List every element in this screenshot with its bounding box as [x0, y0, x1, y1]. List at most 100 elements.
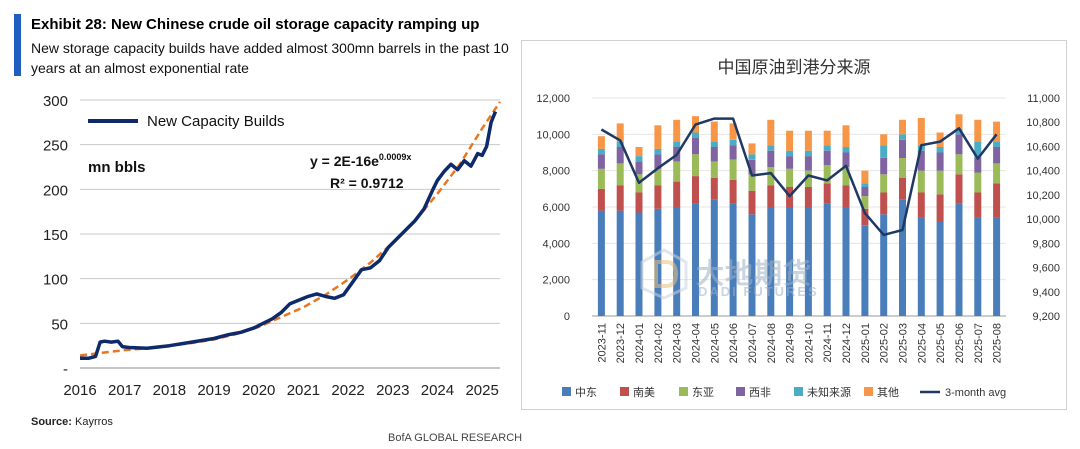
- trend-r-squared: R² = 0.9712: [330, 175, 404, 191]
- exhibit-subtitle: New storage capacity builds have added a…: [31, 40, 509, 76]
- bar-segment: [899, 139, 906, 158]
- right-x-tick-label: 2025-01: [860, 323, 872, 363]
- bar-segment: [993, 147, 1001, 164]
- bar-segment: [673, 161, 681, 182]
- bar-segment: [955, 203, 963, 316]
- bar-segment: [673, 119, 681, 142]
- stacked-bars: [597, 114, 1001, 316]
- bofa-footer: BofA GLOBAL RESEARCH: [388, 432, 523, 444]
- bar-segment: [692, 132, 699, 138]
- right-y2-tick-label: 10,800: [1026, 117, 1060, 129]
- right-x-tick-label: 2025-05: [935, 323, 947, 363]
- bar-segment: [729, 145, 737, 160]
- bar-segment: [635, 147, 643, 157]
- bar-segment: [635, 156, 643, 162]
- bar-segment: [823, 183, 831, 204]
- bar-segment: [692, 176, 699, 204]
- bar-segment: [955, 134, 963, 155]
- bar-segment: [767, 207, 775, 316]
- right-x-tick-label: 2024-12: [841, 323, 853, 363]
- bar-segment: [955, 154, 963, 175]
- source-label: Source:: [31, 416, 72, 428]
- legend-label: 东亚: [692, 386, 714, 399]
- bar-segment: [710, 141, 718, 147]
- bar-segment: [861, 187, 869, 197]
- bar-segment: [729, 139, 737, 146]
- bar-segment: [823, 145, 831, 151]
- right-x-tick-label: 2024-02: [653, 323, 665, 363]
- right-y-tick-label: 2,000: [542, 275, 570, 287]
- bar-segment: [936, 170, 944, 195]
- legend-swatch: [864, 387, 873, 396]
- legend-swatch: [794, 387, 803, 396]
- bar-segment: [616, 147, 624, 164]
- trend-equation-exponent: 0.0009x: [379, 152, 412, 162]
- bar-segment: [729, 159, 737, 180]
- right-x-tick-label: 2025-04: [916, 323, 928, 363]
- bar-segment: [861, 196, 869, 209]
- bar-segment: [616, 185, 624, 211]
- bar-segment: [786, 130, 794, 151]
- right-legend: 中东 南美 东亚 西非 未知来源 其他 3-month avg: [562, 385, 1006, 399]
- bar-segment: [729, 203, 737, 316]
- bar-segment: [974, 119, 982, 142]
- bar-segment: [804, 130, 812, 151]
- legend-swatch: [679, 387, 688, 396]
- legend-label: 其他: [877, 386, 899, 399]
- bar-segment: [616, 141, 624, 147]
- bar-segment: [786, 156, 794, 169]
- bar-segment: [710, 161, 718, 178]
- legend-swatch: [620, 387, 629, 396]
- left-x-tick-label: 2016: [63, 382, 96, 399]
- bar-segment: [710, 121, 718, 142]
- bar-segment: [899, 134, 906, 140]
- bar-segment: [823, 150, 831, 166]
- bar-segment: [936, 221, 944, 316]
- bar-segment: [692, 154, 699, 177]
- trend-equation-base: y = 2E-16e: [310, 153, 379, 169]
- china-crude-arrivals-chart: 中国原油到港分来源 0 2,000 4,000 6,000 8,000 10,000 12,…: [536, 58, 1060, 399]
- china-arrivals-panel: 中国原油到港分来源 0 2,000 4,000 6,000 8,000 10,000 12,…: [521, 40, 1067, 410]
- left-y-tick-label: 100: [43, 272, 68, 289]
- bar-segment: [861, 170, 869, 184]
- left-y-tick-label: -: [63, 361, 68, 378]
- bar-segment: [899, 158, 906, 178]
- bar-segment: [616, 123, 624, 142]
- bar-segment: [692, 203, 699, 316]
- right-x-tick-label: 2024-05: [709, 323, 721, 363]
- bar-segment: [748, 214, 756, 316]
- left-y-axis-label: mn bbls: [88, 159, 146, 176]
- left-x-tick-label: 2020: [242, 382, 275, 399]
- bar-segment: [804, 207, 812, 316]
- bar-segment: [635, 212, 643, 316]
- bar-segment: [710, 177, 718, 200]
- left-x-tick-label: 2025: [465, 382, 498, 399]
- bar-segment: [767, 167, 775, 186]
- bar-segment: [654, 185, 662, 209]
- bar-segment: [748, 154, 756, 160]
- right-y2-tick-label: 10,200: [1026, 190, 1060, 202]
- right-x-tick-label: 2025-06: [954, 323, 966, 363]
- exhibit-title: Exhibit 28: New Chinese crude oil storag…: [31, 16, 480, 33]
- bar-segment: [635, 161, 643, 175]
- bar-segment: [616, 210, 624, 316]
- bar-segment: [974, 158, 982, 173]
- right-y2-tick-label: 10,600: [1026, 141, 1060, 153]
- right-x-tick-label: 2023-11: [596, 323, 608, 363]
- left-y-tick-label: 50: [51, 316, 68, 333]
- bar-segment: [936, 152, 944, 171]
- left-y-tick-label: 300: [43, 93, 68, 110]
- bar-segment: [993, 183, 1001, 218]
- right-y-tick-label: 0: [564, 311, 570, 323]
- bar-segment: [899, 177, 906, 200]
- bar-segment: [936, 194, 944, 222]
- bar-segment: [748, 174, 756, 191]
- bar-segment: [597, 154, 605, 169]
- bar-segment: [861, 208, 869, 226]
- right-y2-tick-label: 9,200: [1032, 311, 1060, 323]
- left-y-tick-label: 200: [43, 182, 68, 199]
- right-x-tick-label: 2024-10: [803, 323, 815, 363]
- bar-segment: [842, 185, 850, 207]
- bar-segment: [748, 143, 756, 155]
- left-x-tick-label: 2019: [197, 382, 230, 399]
